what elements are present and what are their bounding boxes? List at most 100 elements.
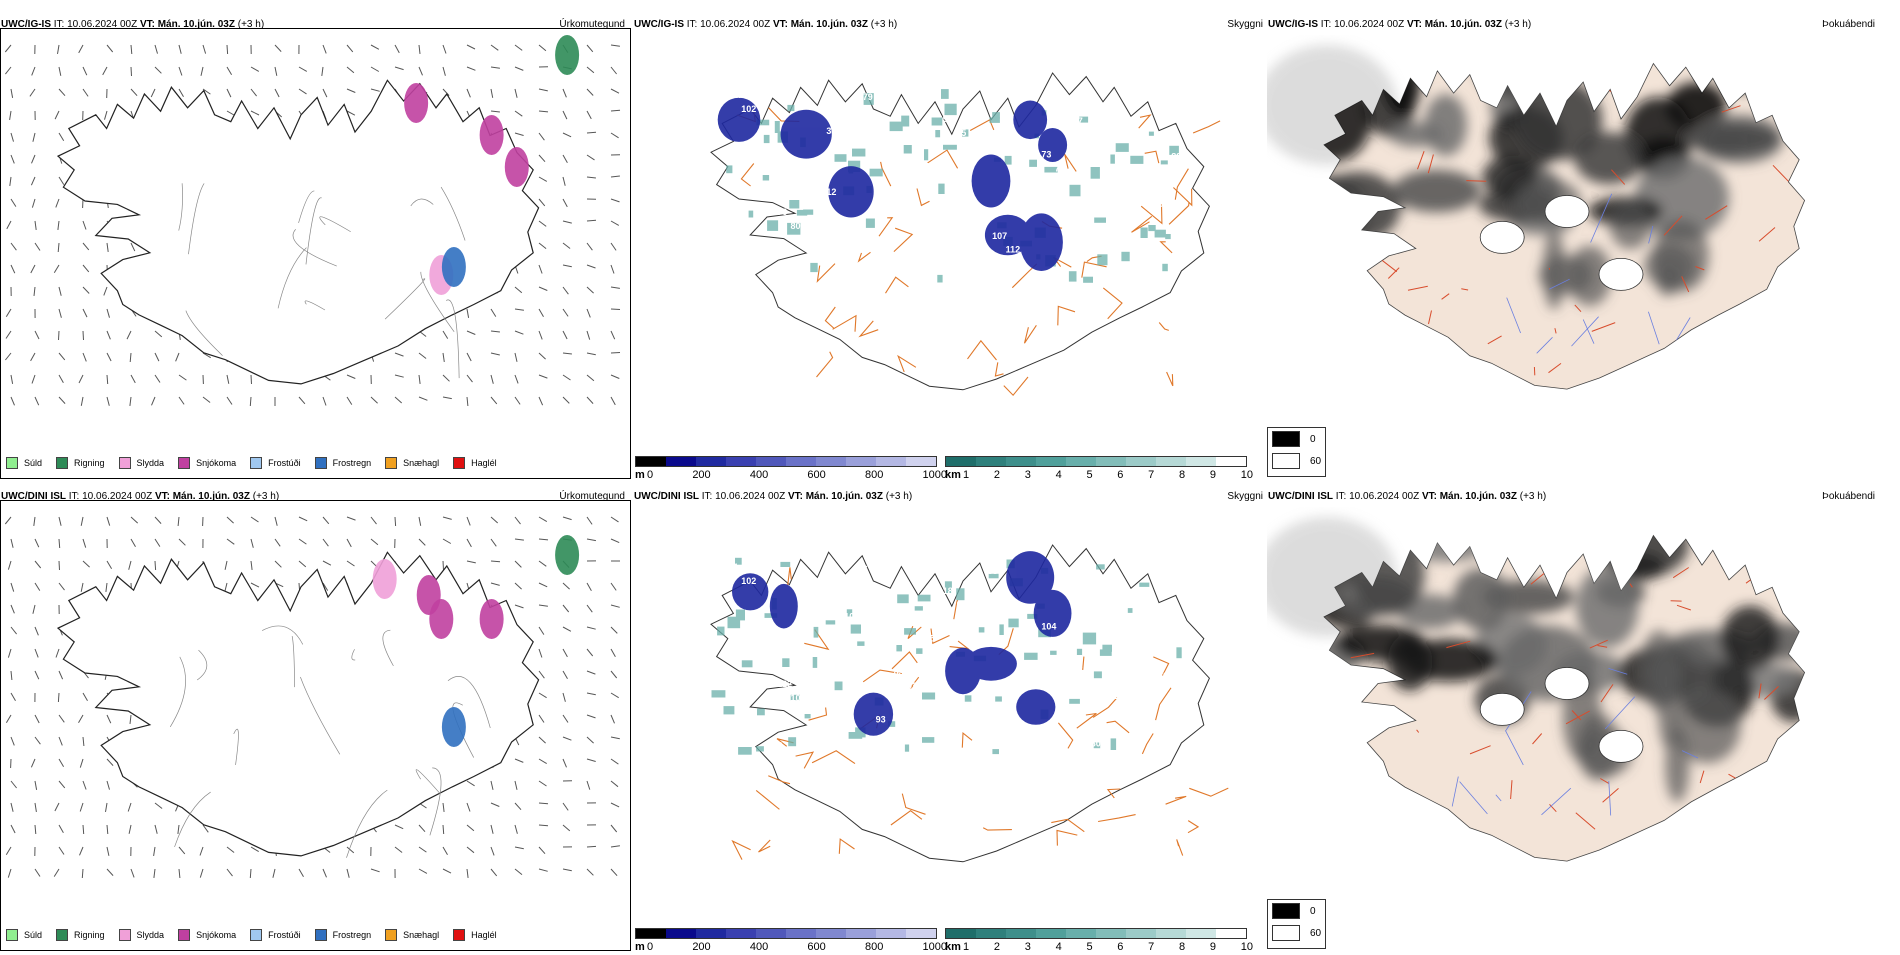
wind-barb [275,67,277,76]
legend-item: Rigning [56,929,105,941]
wind-barb [539,397,543,405]
wind-barb [611,309,620,310]
wind-barb [275,517,277,526]
ceiling-value: 91 [907,209,917,219]
wind-barb [179,67,182,76]
legend-label: Rigning [74,458,105,468]
fog-legend-label: 60 [1310,928,1321,939]
wind-barb [155,331,162,337]
visibility-cell [1155,230,1166,238]
colorbar-segment [726,929,756,938]
road [1159,323,1169,331]
fog-panel-bottom: UWC/DINI ISL IT: 10.06.2024 00Z VT: Mán.… [1267,485,1900,955]
wind-barb [371,397,378,403]
fog-cell [1387,633,1432,691]
wind-barb [515,133,524,136]
wind-barb [155,539,160,547]
wind-barb [563,517,572,520]
ceiling-value: 198 [1153,199,1168,209]
wind-barb [347,847,354,853]
wind-barb [80,847,84,855]
ceiling-value: 89 [773,740,783,750]
wind-barb [347,67,354,73]
fog-cell [1726,48,1761,93]
wind-barb [83,539,86,548]
colorbar-segment [876,929,906,938]
wind-barb [155,517,161,524]
wind-barb [227,375,229,384]
wind-barb [491,825,493,834]
wind-barb [491,803,499,807]
wind-barb [179,869,180,878]
ceiling-value: 93 [876,715,886,725]
visibility-cell [890,122,903,132]
wind-barb [563,265,572,267]
visibility-cell [814,627,819,638]
colorbar-segment [1156,457,1186,466]
visibility-cell [1128,608,1133,613]
legend-item: Snæhagl [385,929,439,941]
ceiling-unit: m [635,469,645,481]
visibility-cell [1077,649,1082,655]
colorbar-segment [876,457,906,466]
wind-barb [611,176,620,177]
wind-barb [563,375,571,380]
wind-barb [611,649,615,657]
wind-barb [107,517,110,526]
wind-barb [611,397,615,405]
wind-barb [515,45,522,50]
road [1189,788,1228,796]
ceiling-value: 85 [1171,624,1181,634]
fog-legend-swatch [1272,453,1300,469]
wind-barb [130,397,131,406]
wind-barb [587,869,593,875]
wind-barb [347,517,356,520]
ceiling-value: 83 [894,667,904,677]
wind-barb [35,539,39,547]
wind-barb [563,111,567,119]
colorbar-tick: 9 [1210,469,1216,481]
wind-barb [443,847,448,855]
colorbar-tick: 5 [1086,941,1092,953]
road [1188,821,1198,833]
visibility-cell [756,746,764,751]
colorbar-segment [946,457,976,466]
wind-barb [59,847,64,855]
colorbar-tick: 1 [963,941,969,953]
wind-barb [59,353,65,360]
ceiling-value: 162 [889,729,904,739]
wind-barb [299,561,306,567]
ceiling-value: 109 [826,598,841,608]
legend-item: Snæhagl [385,457,439,469]
wind-barb [155,561,156,570]
legend-label: Slydda [137,930,165,940]
visibility-cell [805,714,811,718]
wind-barb [81,583,83,592]
wind-barb [227,397,232,405]
fog-cell [1316,172,1401,243]
legend-swatch [6,929,18,941]
wind-barb [611,825,617,832]
visibility-cell [749,211,754,218]
glacier [1480,693,1524,725]
wind-barb [35,715,39,723]
wind-barb [563,671,568,679]
visibility-cell [1096,564,1105,569]
lead-time: (+3 h) [868,19,897,30]
wind-barb [11,265,15,273]
wind-barb [539,353,546,359]
wind-barb [58,243,59,252]
panel-header: UWC/IG-IS IT: 10.06.2024 00Z VT: Mán. 10… [1268,19,1531,30]
visibility-cell [1008,619,1018,628]
wind-barb [34,287,35,296]
wind-barb [587,45,593,52]
ceiling-value: 80 [1091,738,1101,748]
ceiling-value: 121 [1158,610,1173,620]
wind-barb [130,353,131,362]
ceiling-value: 86 [858,564,868,574]
visibility-cell [826,620,836,624]
wind-barb [31,353,35,361]
wind-barb [419,517,421,526]
wind-barb [11,243,16,250]
